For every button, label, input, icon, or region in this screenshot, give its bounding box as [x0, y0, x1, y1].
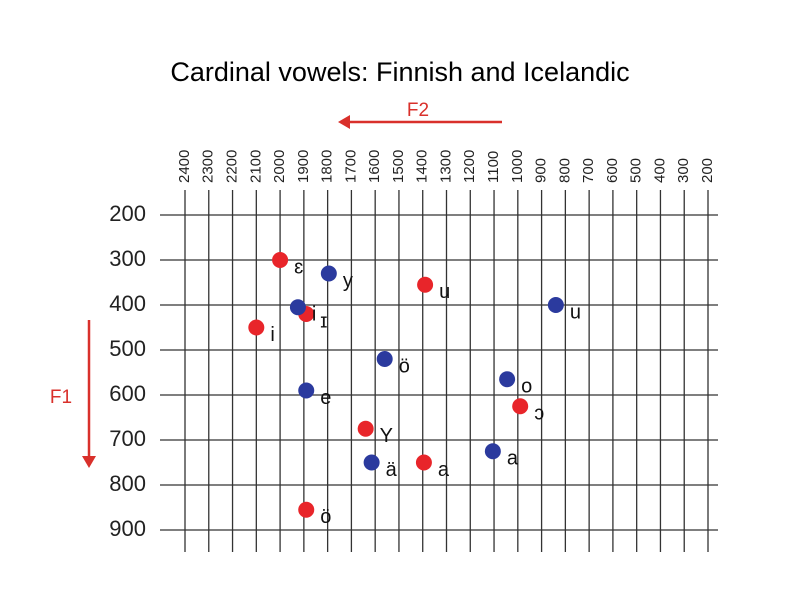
x-tick-label: 600	[604, 158, 621, 183]
point	[289, 299, 306, 316]
x-tick-label: 1500	[390, 150, 407, 183]
point	[415, 454, 432, 471]
x-tick-label: 1900	[295, 150, 312, 183]
x-tick-label: 1000	[509, 150, 526, 183]
point	[512, 398, 529, 415]
point	[376, 351, 393, 367]
point	[363, 454, 380, 471]
y-tick-label: 400	[109, 291, 146, 316]
point	[484, 443, 501, 460]
y-axis-arrowhead	[82, 456, 96, 468]
x-tick-label: 1800	[319, 150, 336, 183]
point-label: u	[439, 281, 450, 303]
point	[298, 501, 315, 518]
point-label: ö	[399, 355, 410, 377]
point-label: Y	[380, 425, 393, 447]
x-tick-label: 2000	[271, 150, 288, 183]
point-label: y	[343, 270, 353, 292]
point	[357, 420, 374, 437]
point-label: ɔ	[534, 403, 544, 425]
y-axis-label: F1	[50, 387, 72, 408]
point-label: e	[320, 387, 331, 409]
point-label: a	[507, 448, 519, 470]
y-tick-label: 900	[109, 516, 146, 541]
point-label: u	[570, 301, 581, 323]
x-tick-label: 1600	[366, 150, 383, 183]
x-tick-label: 700	[580, 158, 597, 183]
x-tick-label: 1100	[485, 151, 502, 183]
x-tick-label: 2400	[176, 150, 193, 183]
point	[248, 319, 265, 336]
x-axis-arrowhead	[338, 115, 350, 129]
x-tick-label: 1200	[461, 150, 478, 183]
chart-title: Cardinal vowels: Finnish and Icelandic	[170, 57, 629, 87]
point-label: a	[438, 459, 450, 481]
x-tick-label: 2300	[200, 150, 217, 183]
x-tick-label: 400	[651, 158, 668, 183]
x-tick-label: 1300	[437, 150, 454, 183]
y-tick-label: 200	[109, 201, 146, 226]
x-tick-label: 2100	[247, 150, 264, 183]
x-tick-label: 200	[699, 158, 716, 183]
x-tick-label: 2200	[224, 150, 241, 183]
point-label: ɪ	[320, 310, 327, 332]
x-tick-label: 900	[533, 158, 550, 183]
point-label: i	[312, 304, 316, 326]
point-label: i	[270, 324, 274, 346]
point-label: ö	[320, 506, 331, 528]
y-tick-label: 600	[109, 381, 146, 406]
x-tick-label: 300	[675, 158, 692, 183]
point	[499, 371, 516, 388]
point-label: ä	[386, 459, 398, 481]
point	[272, 252, 289, 268]
y-tick-label: 700	[109, 426, 146, 451]
x-tick-label: 800	[556, 158, 573, 183]
point	[547, 297, 564, 313]
x-tick-label: 1700	[342, 150, 359, 183]
point	[298, 382, 315, 399]
point-label: ɛ	[294, 256, 303, 278]
x-tick-label: 500	[628, 158, 645, 183]
point-label: o	[521, 376, 532, 398]
y-tick-label: 500	[109, 336, 146, 361]
x-axis-label: F2	[407, 100, 429, 121]
point	[320, 265, 337, 282]
y-tick-label: 800	[109, 471, 146, 496]
y-tick-label: 300	[109, 246, 146, 271]
x-tick-label: 1400	[414, 150, 431, 183]
point	[417, 276, 434, 293]
